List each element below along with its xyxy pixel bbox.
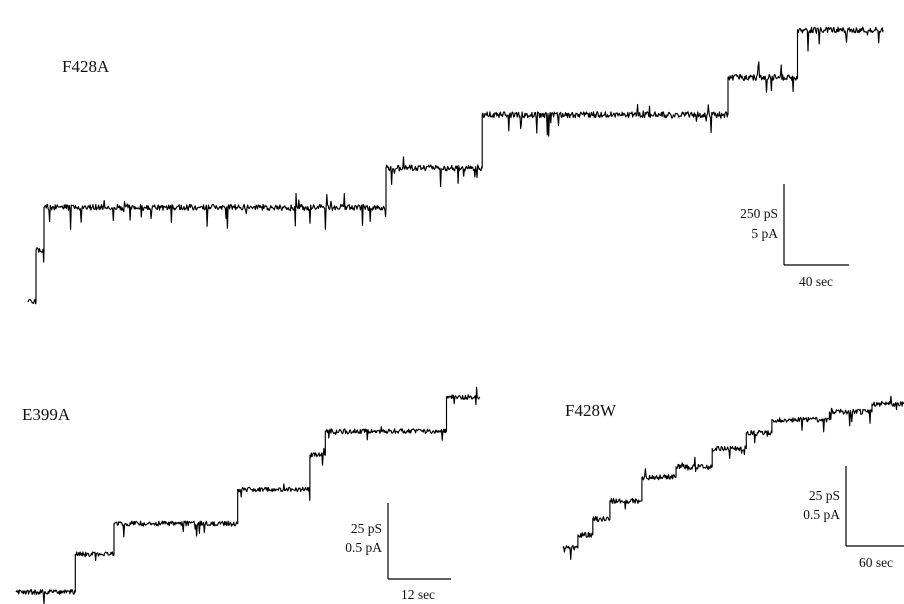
trace-e399a: [15, 386, 481, 604]
scale-bar-y-label-1-e399a: 25 pS: [351, 521, 382, 536]
panel-e399a: E399A 25 pS 0.5 pA 12 sec: [15, 386, 481, 604]
scale-bar-f428w: 25 pS 0.5 pA 60 sec: [803, 466, 904, 570]
scale-bar-x-label-e399a: 12 sec: [401, 587, 435, 602]
scale-bar-x-label-f428a: 40 sec: [799, 274, 833, 289]
scale-bar-y-label-2-f428a: 5 pA: [751, 226, 778, 241]
scale-bar-y-label-2-e399a: 0.5 pA: [345, 540, 382, 555]
scale-bar-e399a: 25 pS 0.5 pA 12 sec: [345, 503, 451, 602]
panel-label-f428a: F428A: [62, 57, 110, 76]
scale-bar-x-label-f428w: 60 sec: [859, 555, 893, 570]
panel-label-e399a: E399A: [22, 405, 71, 424]
panel-f428a: F428A 250 pS 5 pA 40 sec: [27, 26, 884, 305]
panel-f428w: F428W 25 pS 0.5 pA 60 sec: [562, 395, 904, 570]
scale-bar-y-label-1-f428a: 250 pS: [740, 206, 778, 221]
scale-bar-f428a: 250 pS 5 pA 40 sec: [740, 184, 849, 289]
scale-bar-y-label-1-f428w: 25 pS: [809, 488, 840, 503]
trace-f428w: [562, 395, 904, 560]
panel-label-f428w: F428W: [565, 401, 617, 420]
scale-bar-y-label-2-f428w: 0.5 pA: [803, 507, 840, 522]
trace-f428a: [27, 26, 884, 305]
